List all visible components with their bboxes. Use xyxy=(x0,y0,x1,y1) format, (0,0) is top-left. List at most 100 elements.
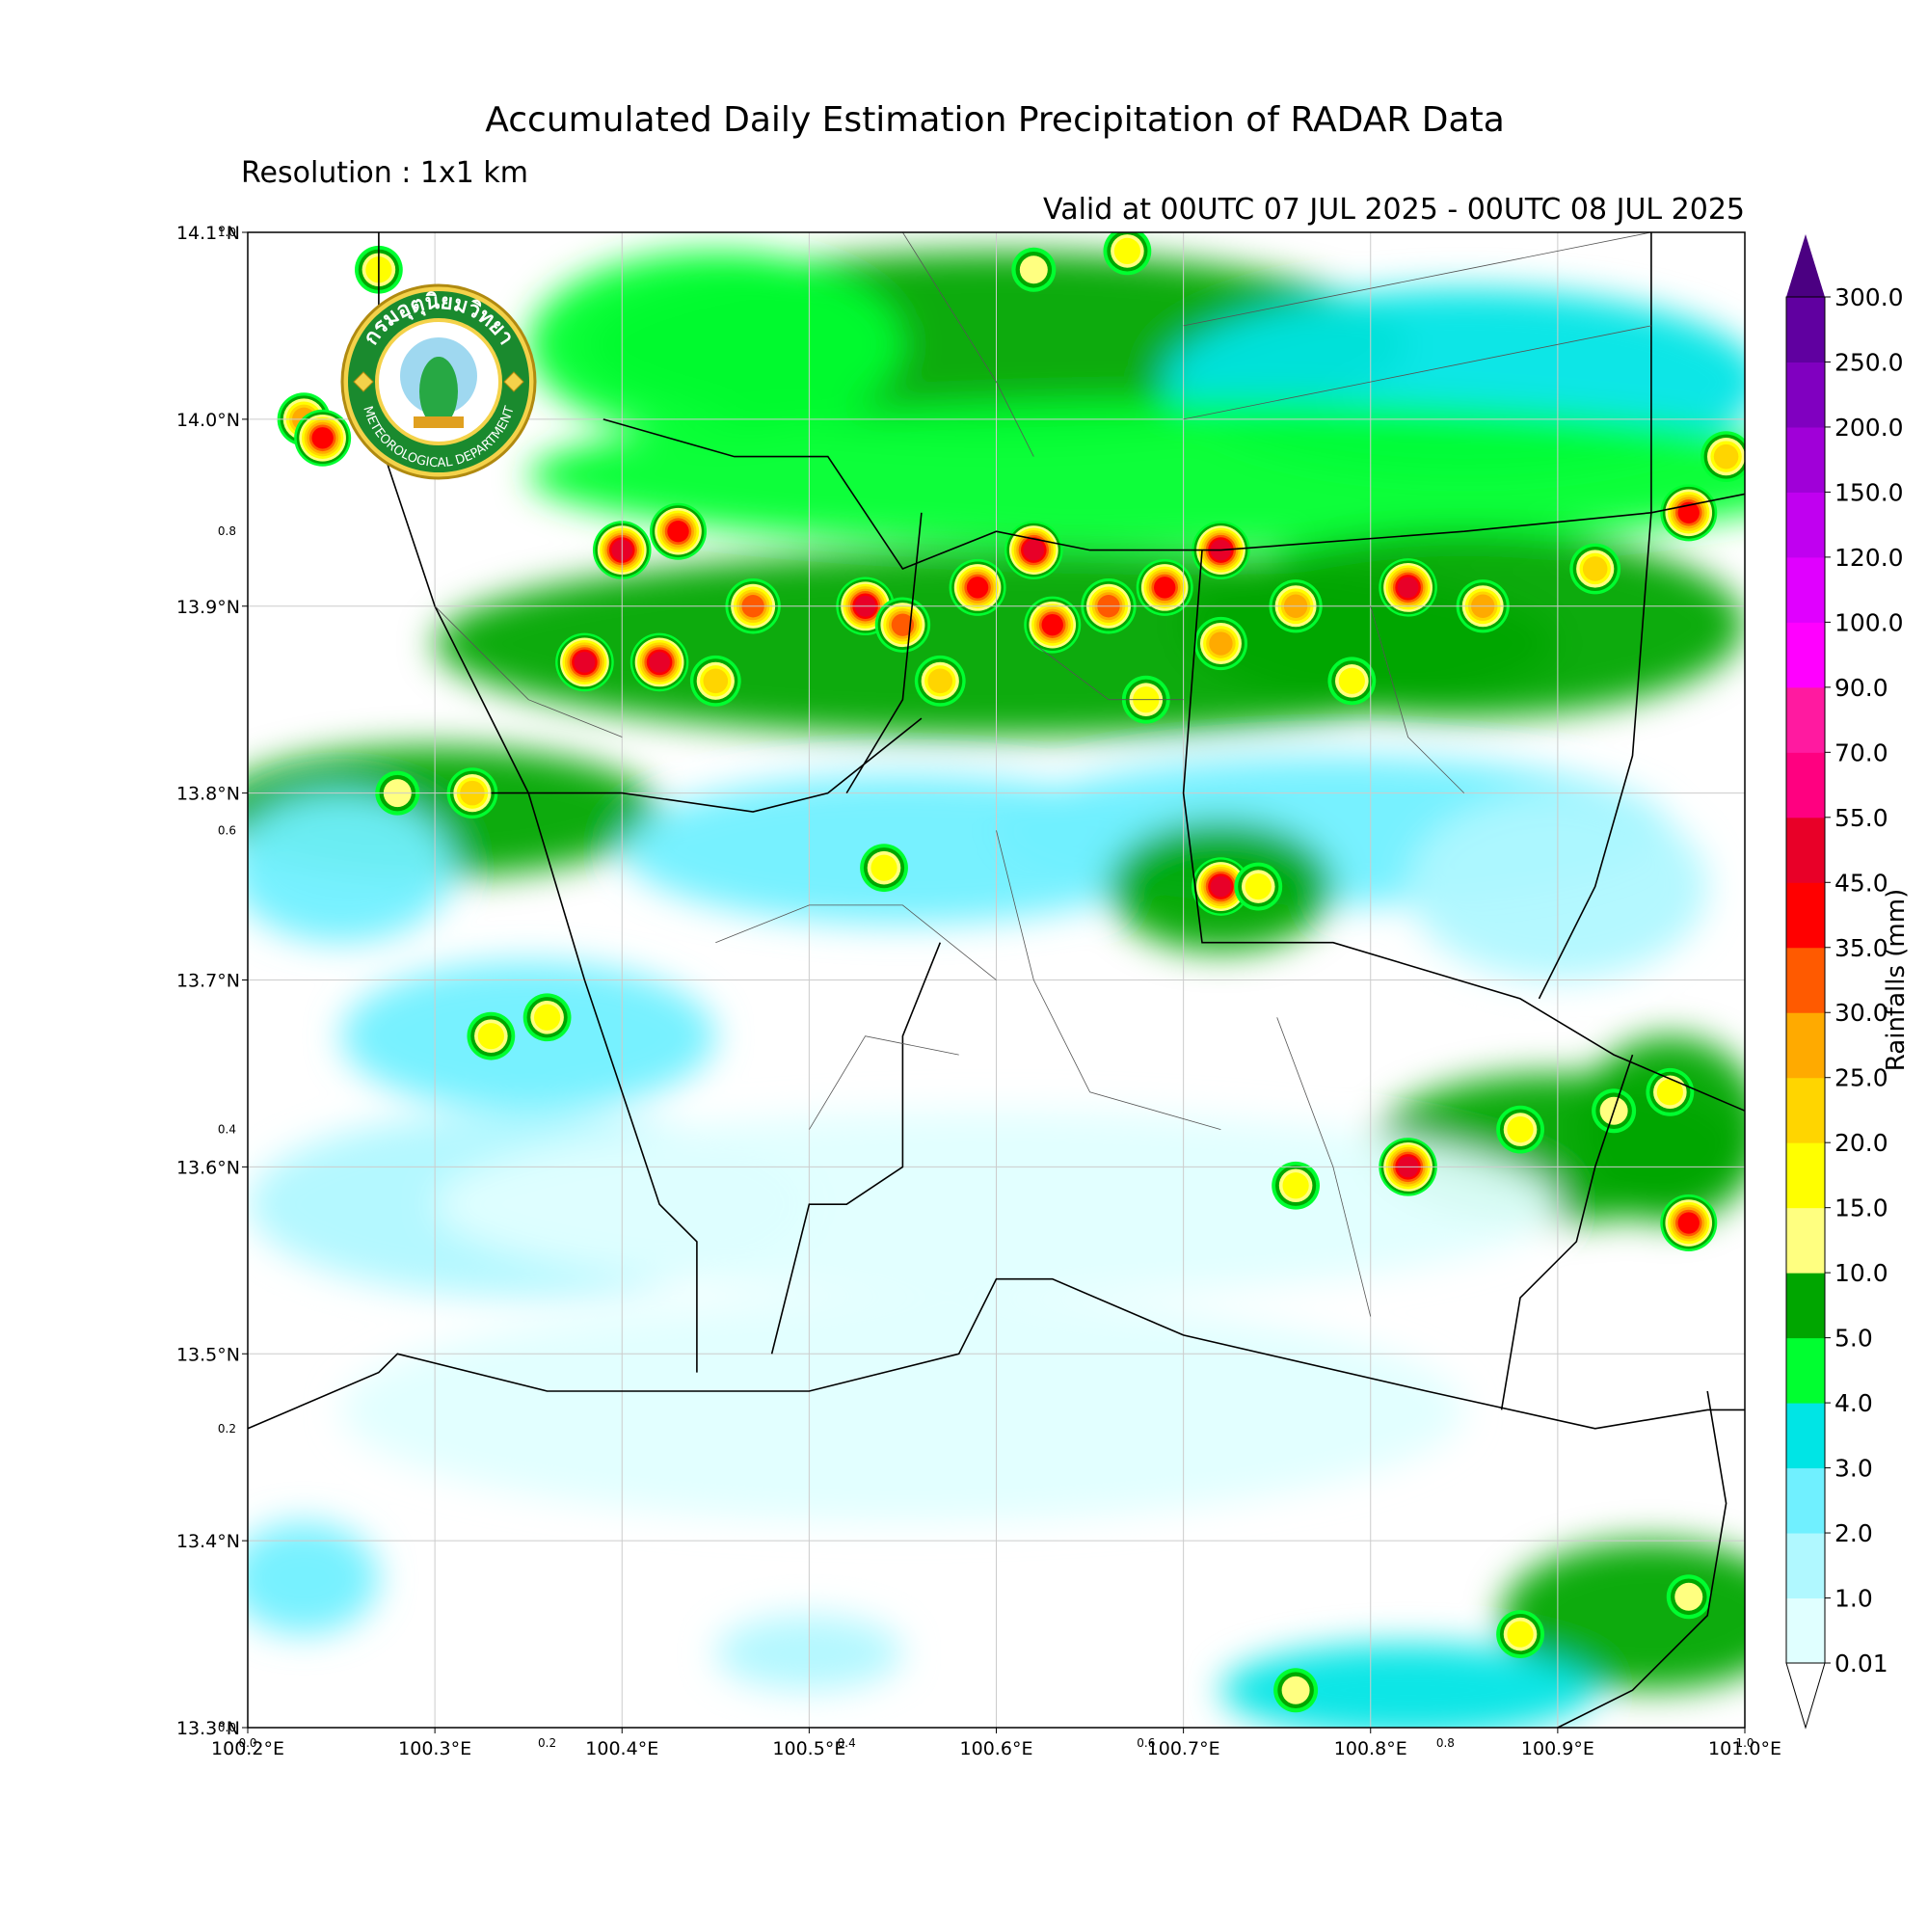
axis-ticks: 100.2°E 100.3°E 100.4°E 100.5°E 100.6°E 100.7… xyxy=(176,223,1781,1759)
lon-tick-label-3: 100.5°E xyxy=(772,1738,845,1759)
colorbar-segment-9 xyxy=(1786,1012,1825,1079)
rain-cell-9 xyxy=(874,597,931,653)
colorbar-level-label-11: 35.0 xyxy=(1834,934,1888,962)
lat-tick-label-3: 13.8°N xyxy=(176,784,240,805)
resolution-label: Resolution : 1x1 km xyxy=(241,156,528,190)
lat-tick-label-6: 13.5°N xyxy=(176,1344,240,1365)
colorbar-segment-12 xyxy=(1786,817,1825,883)
colorbar-segment-16 xyxy=(1786,556,1825,623)
district-line-4 xyxy=(809,1035,959,1130)
rain-cell-37 xyxy=(1272,1161,1320,1210)
rain-cell-29 xyxy=(1327,657,1377,706)
colorbar-segment-13 xyxy=(1786,752,1825,818)
lat-tick-label-7: 13.4°N xyxy=(176,1531,240,1552)
colorbar-level-label-7: 15.0 xyxy=(1834,1194,1888,1222)
district-line-1 xyxy=(715,904,997,980)
colorbar-level-label-20: 250.0 xyxy=(1834,348,1904,376)
province-border-north-bangkok xyxy=(491,717,923,813)
rain-cell-24 xyxy=(1192,857,1250,916)
rain-area-11 xyxy=(341,961,716,1112)
lon-tick-label-5: 100.7°E xyxy=(1147,1738,1220,1759)
rain-area-14 xyxy=(1576,1035,1745,1223)
colorbar-level-label-0: 0.01 xyxy=(1834,1650,1888,1677)
district-line-3 xyxy=(1276,1017,1372,1317)
lat-tick-label-5: 13.6°N xyxy=(176,1157,240,1178)
colorbar-level-label-16: 100.0 xyxy=(1834,608,1904,636)
rain-area-7 xyxy=(248,792,454,943)
colorbar-level-label-2: 2.0 xyxy=(1834,1519,1873,1547)
figure-title: Accumulated Daily Estimation Precipitati… xyxy=(485,100,1505,140)
admin-boundaries xyxy=(248,232,1745,1728)
overlay-y-tick-label-1: 0.2 xyxy=(218,1422,236,1436)
rain-cell-40 xyxy=(1273,1668,1319,1713)
province-border-chachoengsao xyxy=(1538,232,1652,1000)
rain-area-3 xyxy=(528,400,1745,550)
lat-tick-label-2: 13.9°N xyxy=(176,597,240,618)
overlay-y-tick-label-0: 0.0 xyxy=(218,1721,236,1734)
colorbar-segment-5 xyxy=(1786,1273,1825,1339)
colorbar-level-label-18: 150.0 xyxy=(1834,478,1904,506)
colorbar-frame xyxy=(1785,296,1826,1664)
lon-tick-label-7: 100.9°E xyxy=(1521,1738,1594,1759)
rain-cell-42 xyxy=(1103,232,1152,276)
colorbar-segment-11 xyxy=(1786,882,1825,949)
colorbar-title: Rainfalls (mm) xyxy=(1882,889,1911,1071)
rain-cell-11 xyxy=(1004,521,1063,579)
province-border-southeast xyxy=(1500,1054,1634,1410)
lon-tick-label-6: 100.8°E xyxy=(1334,1738,1407,1759)
rain-cell-20 xyxy=(1660,484,1718,542)
colorbar-level-label-6: 10.0 xyxy=(1834,1259,1888,1287)
rain-cell-19 xyxy=(1569,543,1621,595)
overlay-x-tick-label-0: 0.0 xyxy=(238,1736,256,1750)
colorbar-segment-1 xyxy=(1786,1533,1825,1599)
district-line-6 xyxy=(1370,605,1465,793)
lat-tick-label-1: 14.0°N xyxy=(176,410,240,431)
lat-tick-label-0: 14.1°N xyxy=(176,223,240,244)
colorbar-level-label-5: 5.0 xyxy=(1834,1325,1873,1353)
valid-period-label: Valid at 00UTC 07 JUL 2025 - 00UTC 08 JU… xyxy=(1043,193,1745,227)
lon-tick-label-2: 100.4°E xyxy=(585,1738,658,1759)
lon-tick-label-0: 100.2°E xyxy=(211,1738,284,1759)
coastline-east xyxy=(1557,1390,1727,1728)
rain-cell-27 xyxy=(914,655,966,707)
lat-tick-label-8: 13.3°N xyxy=(176,1718,240,1739)
colorbar-level-label-13: 55.0 xyxy=(1834,804,1888,832)
colorbar xyxy=(1785,234,1826,1730)
overlay-x-tick-label-1: 0.2 xyxy=(538,1736,556,1750)
colorbar-segment-7 xyxy=(1786,1142,1825,1209)
colorbar-segment-15 xyxy=(1786,622,1825,688)
colorbar-segment-6 xyxy=(1786,1207,1825,1274)
district-line-2 xyxy=(996,830,1221,1130)
rain-cell-5 xyxy=(555,632,614,692)
colorbar-segment-14 xyxy=(1786,686,1825,753)
colorbar-segment-20 xyxy=(1786,297,1825,362)
rain-cell-4 xyxy=(649,502,707,560)
colorbar-level-label-3: 3.0 xyxy=(1834,1455,1873,1483)
colorbar-segment-2 xyxy=(1786,1467,1825,1534)
rain-cell-44 xyxy=(860,844,908,893)
rain-cell-21 xyxy=(1700,431,1745,483)
district-line-8 xyxy=(1183,232,1651,327)
colorbar-level-label-10: 30.0 xyxy=(1834,999,1888,1027)
logo-figure xyxy=(419,357,458,426)
district-boundaries xyxy=(434,232,1651,1317)
lon-tick-label-8: 101.0°E xyxy=(1708,1738,1781,1759)
rain-cell-17 xyxy=(1379,558,1437,617)
colorbar-segment-3 xyxy=(1786,1403,1825,1469)
rain-area-17 xyxy=(1220,1643,1595,1728)
rain-cell-1 xyxy=(294,409,352,467)
colorbar-level-label-4: 4.0 xyxy=(1834,1389,1873,1417)
rain-area-20 xyxy=(341,1298,1464,1522)
rain-area-1 xyxy=(528,251,903,439)
lon-tick-label-1: 100.3°E xyxy=(398,1738,471,1759)
logo-pedestal xyxy=(414,416,464,428)
province-border-pathum xyxy=(602,418,1745,570)
colorbar-labels: 0.01 1.0 2.0 3.0 4.0 5.0 10.0 15.0 20.0 25.0 30.0 3… xyxy=(1825,283,1904,1677)
colorbar-segment-10 xyxy=(1786,947,1825,1013)
rain-cell-43 xyxy=(1193,616,1248,671)
district-line-7 xyxy=(902,232,1034,457)
rain-cell-30 xyxy=(467,1011,516,1060)
rain-cell-26 xyxy=(689,655,741,707)
rain-cell-15 xyxy=(1192,521,1250,579)
